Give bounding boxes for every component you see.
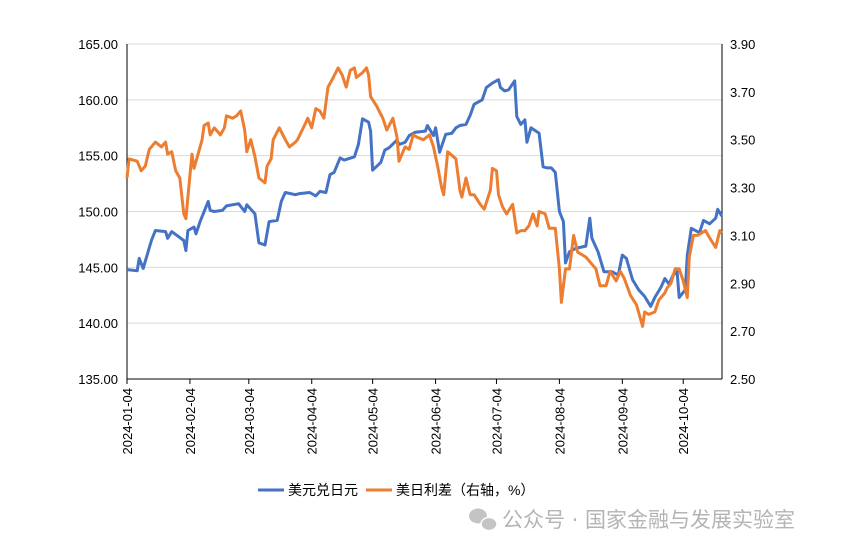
us-japan-spread-line bbox=[125, 66, 723, 328]
y-right-tick-label: 3.30 bbox=[730, 181, 755, 196]
y-right-tick-label: 3.10 bbox=[730, 228, 755, 243]
x-tick-label: 2024-02-04 bbox=[183, 388, 198, 455]
x-tick-label: 2024-09-04 bbox=[615, 388, 630, 455]
x-tick-label: 2024-06-04 bbox=[429, 388, 444, 455]
y-right-tick-label: 2.50 bbox=[730, 372, 755, 387]
x-tick-label: 2024-08-04 bbox=[552, 388, 567, 455]
x-tick-label: 2024-01-04 bbox=[120, 388, 135, 455]
x-tick-label: 2024-04-04 bbox=[305, 388, 320, 455]
watermark: 公众号 · 国家金融与发展实验室 bbox=[469, 508, 795, 532]
y-right-tick-label: 2.90 bbox=[730, 276, 755, 291]
y-right-tick-label: 3.50 bbox=[730, 133, 755, 148]
x-tick-label: 2024-03-04 bbox=[242, 388, 257, 455]
series-lines bbox=[125, 66, 724, 328]
gridlines bbox=[127, 43, 722, 324]
y-left-tick-label: 140.00 bbox=[78, 316, 118, 331]
x-tick-label: 2024-10-04 bbox=[676, 388, 691, 455]
y-left-tick-label: 165.00 bbox=[78, 37, 118, 52]
x-tick-label: 2024-07-04 bbox=[489, 388, 504, 455]
y-right-tick-label: 2.70 bbox=[730, 324, 755, 339]
legend-label-spread: 美日利差（右轴，%） bbox=[396, 482, 534, 498]
y-left-tick-label: 160.00 bbox=[78, 93, 118, 108]
axes: 135.00 140.00 145.00 150.00 155.00 160.00 165.… bbox=[78, 37, 755, 455]
y-left-tick-label: 150.00 bbox=[78, 205, 118, 220]
x-tick-label: 2024-05-04 bbox=[366, 388, 381, 455]
y-right-tick-label: 3.90 bbox=[730, 37, 755, 52]
usdjpy-line bbox=[126, 78, 724, 308]
y-left-tick-label: 135.00 bbox=[78, 372, 118, 387]
y-left-tick-label: 155.00 bbox=[78, 149, 118, 164]
y-left-tick-label: 145.00 bbox=[78, 260, 118, 275]
legend: 美元兑日元 美日利差（右轴，%） bbox=[258, 482, 534, 498]
legend-label-usdjpy: 美元兑日元 bbox=[288, 482, 358, 498]
y-right-tick-label: 3.70 bbox=[730, 85, 755, 100]
wechat-icon bbox=[469, 508, 498, 532]
watermark-text: 公众号 · 国家金融与发展实验室 bbox=[502, 508, 795, 532]
